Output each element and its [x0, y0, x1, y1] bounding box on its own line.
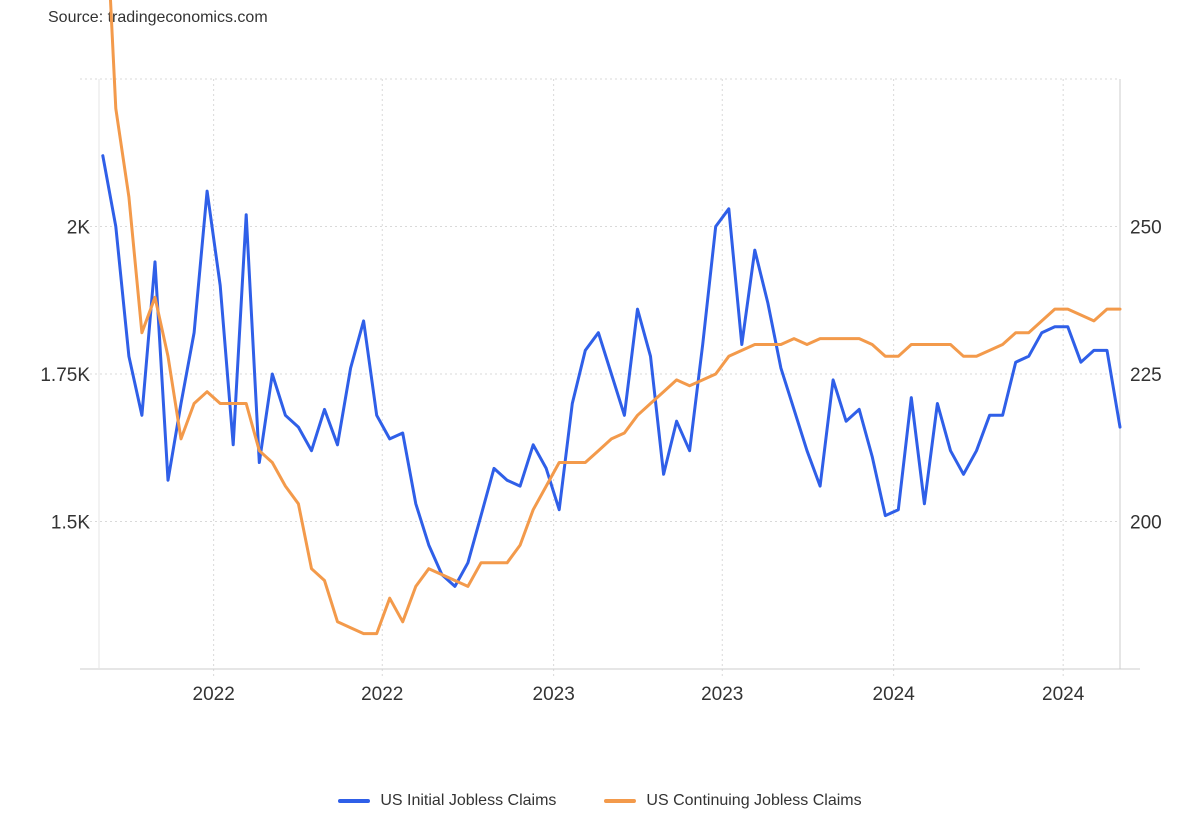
legend-swatch-initial	[338, 799, 371, 803]
y-tick-label-left: 1.5K	[51, 513, 90, 534]
x-tick-label: 2024	[873, 684, 916, 705]
x-tick-label: 2023	[533, 684, 575, 705]
y-tick-label-right: 225	[1130, 365, 1162, 386]
x-tick-label: 2023	[701, 684, 743, 705]
x-tick-label: 2022	[361, 684, 403, 705]
x-tick-label: 2022	[193, 684, 235, 705]
x-tick-label: 2024	[1042, 684, 1085, 705]
legend-swatch-continuing	[604, 799, 637, 803]
y-tick-label-left: 1.75K	[40, 365, 90, 386]
legend-item-continuing-claims[interactable]: US Continuing Jobless Claims	[604, 792, 862, 810]
legend-label-continuing: US Continuing Jobless Claims	[646, 792, 862, 809]
series-line-initial-claims	[101, 154, 1122, 588]
series-lines	[101, 0, 1122, 636]
y-tick-label-left: 2K	[67, 218, 91, 239]
legend: US Initial Jobless Claims US Continuing …	[0, 792, 1200, 810]
legend-item-initial-claims[interactable]: US Initial Jobless Claims	[338, 792, 556, 810]
axes	[80, 79, 1140, 670]
line-chart: 1.5K 1.75K 2K 200 225 250 2022 2022 2023 2023 2024…	[40, 0, 1162, 706]
y-tick-label-right: 250	[1130, 218, 1162, 239]
gridlines	[80, 78, 1120, 679]
series-line-continuing-claims	[108, 0, 1122, 636]
y-tick-label-right: 200	[1130, 513, 1162, 534]
tick-labels: 1.5K 1.75K 2K 200 225 250 2022 2022 2023 2023 2024…	[40, 218, 1161, 706]
source-label: Source: tradingeconomics.com	[48, 9, 268, 26]
legend-label-initial: US Initial Jobless Claims	[380, 792, 557, 809]
